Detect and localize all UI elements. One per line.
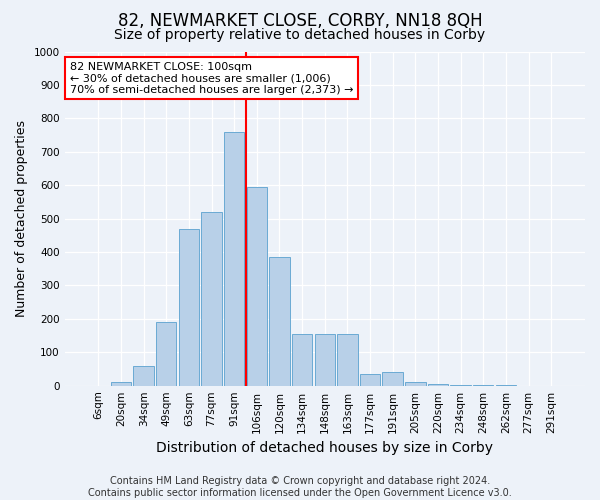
Bar xyxy=(360,374,380,386)
Bar xyxy=(156,322,176,386)
Text: Size of property relative to detached houses in Corby: Size of property relative to detached ho… xyxy=(115,28,485,42)
Bar xyxy=(428,384,448,386)
Bar xyxy=(269,257,290,386)
Bar xyxy=(111,382,131,386)
Bar xyxy=(405,382,425,386)
Text: 82 NEWMARKET CLOSE: 100sqm
← 30% of detached houses are smaller (1,006)
70% of s: 82 NEWMARKET CLOSE: 100sqm ← 30% of deta… xyxy=(70,62,353,94)
Bar xyxy=(179,228,199,386)
Bar xyxy=(451,384,471,386)
Bar xyxy=(292,334,313,386)
X-axis label: Distribution of detached houses by size in Corby: Distribution of detached houses by size … xyxy=(156,441,493,455)
Bar xyxy=(382,372,403,386)
Bar xyxy=(224,132,244,386)
Bar xyxy=(473,385,493,386)
Bar xyxy=(133,366,154,386)
Bar xyxy=(337,334,358,386)
Bar xyxy=(314,334,335,386)
Text: Contains HM Land Registry data © Crown copyright and database right 2024.
Contai: Contains HM Land Registry data © Crown c… xyxy=(88,476,512,498)
Y-axis label: Number of detached properties: Number of detached properties xyxy=(15,120,28,317)
Text: 82, NEWMARKET CLOSE, CORBY, NN18 8QH: 82, NEWMARKET CLOSE, CORBY, NN18 8QH xyxy=(118,12,482,30)
Bar xyxy=(247,187,267,386)
Bar xyxy=(202,212,222,386)
